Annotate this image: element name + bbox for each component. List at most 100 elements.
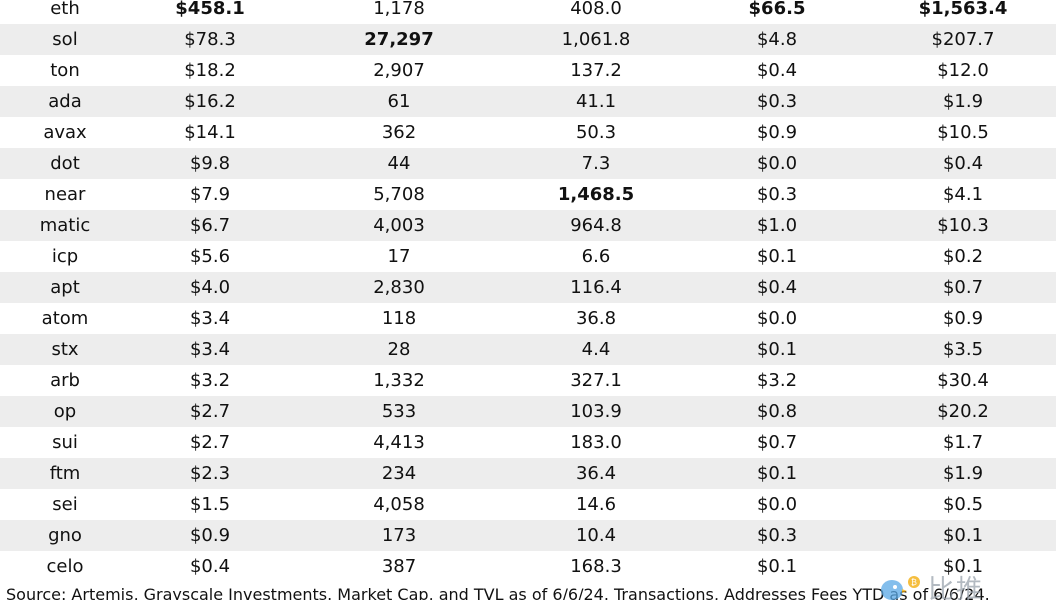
chain-name-cell: atom bbox=[0, 303, 130, 334]
addresses-cell: 14.6 bbox=[508, 489, 684, 520]
fees-cell: $0.8 bbox=[684, 396, 870, 427]
chain-name-cell: apt bbox=[0, 272, 130, 303]
fees-cell: $0.4 bbox=[684, 272, 870, 303]
market-cap-cell: $0.9 bbox=[130, 520, 290, 551]
tvl-cell: $0.4 bbox=[870, 148, 1056, 179]
tvl-cell: $0.1 bbox=[870, 551, 1056, 582]
tvl-cell: $0.7 bbox=[870, 272, 1056, 303]
fees-cell: $66.5 bbox=[684, 0, 870, 24]
table-row: ton $18.2 2,907 137.2 $0.4 $12.0 bbox=[0, 55, 1056, 86]
fees-cell: $0.3 bbox=[684, 520, 870, 551]
table-row: matic $6.7 4,003 964.8 $1.0 $10.3 bbox=[0, 210, 1056, 241]
table-row: arb $3.2 1,332 327.1 $3.2 $30.4 bbox=[0, 365, 1056, 396]
tvl-cell: $1,563.4 bbox=[870, 0, 1056, 24]
addresses-cell: 7.3 bbox=[508, 148, 684, 179]
table-row: near $7.9 5,708 1,468.5 $0.3 $4.1 bbox=[0, 179, 1056, 210]
bird-logo-icon: ₿ bbox=[881, 576, 920, 600]
addresses-cell: 408.0 bbox=[508, 0, 684, 24]
chain-name-cell: icp bbox=[0, 241, 130, 272]
transactions-cell: 1,178 bbox=[290, 0, 508, 24]
transactions-cell: 2,830 bbox=[290, 272, 508, 303]
tvl-cell: $0.2 bbox=[870, 241, 1056, 272]
table-row: gno $0.9 173 10.4 $0.3 $0.1 bbox=[0, 520, 1056, 551]
chain-name-cell: sei bbox=[0, 489, 130, 520]
table-row: sol $78.3 27,297 1,061.8 $4.8 $207.7 bbox=[0, 24, 1056, 55]
addresses-cell: 168.3 bbox=[508, 551, 684, 582]
fees-cell: $0.3 bbox=[684, 86, 870, 117]
chain-name-cell: gno bbox=[0, 520, 130, 551]
tvl-cell: $0.5 bbox=[870, 489, 1056, 520]
chain-name-cell: ftm bbox=[0, 458, 130, 489]
addresses-cell: 1,061.8 bbox=[508, 24, 684, 55]
tvl-cell: $0.1 bbox=[870, 520, 1056, 551]
table-row: ftm $2.3 234 36.4 $0.1 $1.9 bbox=[0, 458, 1056, 489]
watermark-logo: ₿ 比推 bbox=[876, 572, 1056, 600]
transactions-cell: 173 bbox=[290, 520, 508, 551]
market-cap-cell: $14.1 bbox=[130, 117, 290, 148]
table-row: apt $4.0 2,830 116.4 $0.4 $0.7 bbox=[0, 272, 1056, 303]
transactions-cell: 27,297 bbox=[290, 24, 508, 55]
table-row: dot $9.8 44 7.3 $0.0 $0.4 bbox=[0, 148, 1056, 179]
transactions-cell: 5,708 bbox=[290, 179, 508, 210]
chain-metrics-table: eth $458.1 1,178 408.0 $66.5 $1,563.4 sol $78.3… bbox=[0, 0, 1056, 582]
fees-cell: $0.7 bbox=[684, 427, 870, 458]
svg-text:₿: ₿ bbox=[911, 578, 917, 587]
addresses-cell: 50.3 bbox=[508, 117, 684, 148]
market-cap-cell: $4.0 bbox=[130, 272, 290, 303]
tvl-cell: $10.3 bbox=[870, 210, 1056, 241]
table-row: stx $3.4 28 4.4 $0.1 $3.5 bbox=[0, 334, 1056, 365]
transactions-cell: 118 bbox=[290, 303, 508, 334]
market-cap-cell: $18.2 bbox=[130, 55, 290, 86]
watermark-text: 比推 bbox=[928, 575, 985, 600]
market-cap-cell: $6.7 bbox=[130, 210, 290, 241]
market-cap-cell: $16.2 bbox=[130, 86, 290, 117]
fees-cell: $0.1 bbox=[684, 551, 870, 582]
table-row: atom $3.4 118 36.8 $0.0 $0.9 bbox=[0, 303, 1056, 334]
transactions-cell: 4,413 bbox=[290, 427, 508, 458]
fees-cell: $3.2 bbox=[684, 365, 870, 396]
transactions-cell: 4,003 bbox=[290, 210, 508, 241]
addresses-cell: 4.4 bbox=[508, 334, 684, 365]
fees-cell: $0.3 bbox=[684, 179, 870, 210]
chain-name-cell: near bbox=[0, 179, 130, 210]
transactions-cell: 4,058 bbox=[290, 489, 508, 520]
transactions-cell: 234 bbox=[290, 458, 508, 489]
market-cap-cell: $3.2 bbox=[130, 365, 290, 396]
table-body: eth $458.1 1,178 408.0 $66.5 $1,563.4 sol $78.3… bbox=[0, 0, 1056, 582]
addresses-cell: 1,468.5 bbox=[508, 179, 684, 210]
chain-name-cell: matic bbox=[0, 210, 130, 241]
market-cap-cell: $1.5 bbox=[130, 489, 290, 520]
table-row: sei $1.5 4,058 14.6 $0.0 $0.5 bbox=[0, 489, 1056, 520]
tvl-cell: $3.5 bbox=[870, 334, 1056, 365]
fees-cell: $0.1 bbox=[684, 241, 870, 272]
market-cap-cell: $9.8 bbox=[130, 148, 290, 179]
addresses-cell: 6.6 bbox=[508, 241, 684, 272]
table-row: ada $16.2 61 41.1 $0.3 $1.9 bbox=[0, 86, 1056, 117]
transactions-cell: 2,907 bbox=[290, 55, 508, 86]
market-cap-cell: $5.6 bbox=[130, 241, 290, 272]
chain-name-cell: eth bbox=[0, 0, 130, 24]
transactions-cell: 28 bbox=[290, 334, 508, 365]
chain-name-cell: avax bbox=[0, 117, 130, 148]
transactions-cell: 1,332 bbox=[290, 365, 508, 396]
chain-name-cell: celo bbox=[0, 551, 130, 582]
addresses-cell: 36.8 bbox=[508, 303, 684, 334]
addresses-cell: 103.9 bbox=[508, 396, 684, 427]
source-note: Source: Artemis, Grayscale Investments. … bbox=[6, 585, 990, 600]
table-row: sui $2.7 4,413 183.0 $0.7 $1.7 bbox=[0, 427, 1056, 458]
fees-cell: $0.9 bbox=[684, 117, 870, 148]
chain-name-cell: op bbox=[0, 396, 130, 427]
addresses-cell: 10.4 bbox=[508, 520, 684, 551]
tvl-cell: $1.9 bbox=[870, 86, 1056, 117]
table-row: avax $14.1 362 50.3 $0.9 $10.5 bbox=[0, 117, 1056, 148]
transactions-cell: 387 bbox=[290, 551, 508, 582]
addresses-cell: 183.0 bbox=[508, 427, 684, 458]
market-cap-cell: $78.3 bbox=[130, 24, 290, 55]
market-cap-cell: $2.7 bbox=[130, 396, 290, 427]
chain-name-cell: ton bbox=[0, 55, 130, 86]
tvl-cell: $30.4 bbox=[870, 365, 1056, 396]
market-cap-cell: $0.4 bbox=[130, 551, 290, 582]
fees-cell: $0.1 bbox=[684, 458, 870, 489]
table-row: icp $5.6 17 6.6 $0.1 $0.2 bbox=[0, 241, 1056, 272]
